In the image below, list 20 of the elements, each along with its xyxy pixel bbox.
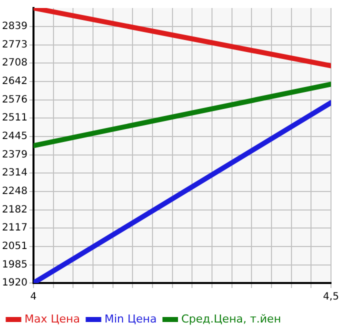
- x-tick-label: 4: [30, 292, 37, 303]
- y-tick-label: 2642: [2, 76, 28, 88]
- y-tick-label: 2576: [2, 94, 28, 106]
- y-tick-label: 2445: [2, 131, 28, 142]
- y-tick-label: 1985: [2, 259, 28, 270]
- y-tick-label: 2182: [2, 204, 28, 216]
- y-tick-label: 2379: [2, 149, 28, 160]
- y-tick-label: 2708: [2, 58, 28, 69]
- y-tick-label: 2248: [2, 186, 28, 198]
- legend-label: Min Цена: [104, 312, 157, 326]
- legend-label: Max Цена: [24, 312, 80, 326]
- y-tick-label: 2511: [2, 112, 28, 124]
- legend-label: Сред.Цена, т.йен: [181, 312, 282, 326]
- y-tick-label: 2051: [2, 241, 28, 252]
- y-tick-label: 2773: [2, 39, 28, 50]
- y-tick-label: 2839: [2, 21, 28, 32]
- y-tick-label: 2117: [2, 222, 28, 234]
- x-tick-label: 4,5: [323, 292, 339, 303]
- y-tick-label: 2314: [2, 168, 28, 179]
- y-tick-label: 1920: [2, 278, 28, 289]
